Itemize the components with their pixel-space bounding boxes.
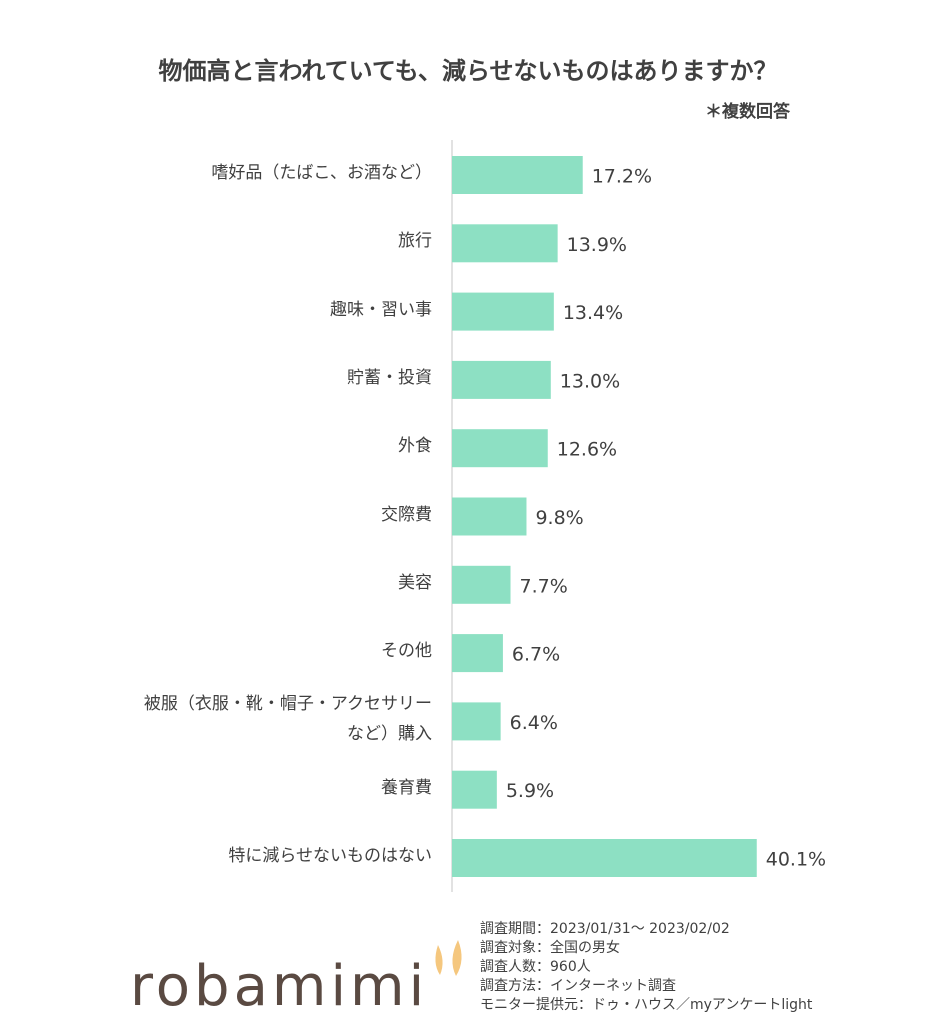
value-label: 13.0%: [560, 370, 620, 392]
bar: [452, 360, 551, 399]
bar: [452, 702, 501, 741]
footer-note: 調査対象：全国の男女: [480, 939, 620, 956]
category-label: 被服（衣服・靴・帽子・アクセサリー など）購入: [143, 694, 432, 745]
category-label: 貯蓄・投資: [347, 367, 432, 388]
logo-ear: [452, 940, 462, 976]
value-label: 40.1%: [766, 849, 826, 871]
bar: [452, 292, 554, 331]
bar: [452, 634, 503, 673]
logo-ear: [435, 945, 443, 975]
bar: [452, 224, 558, 263]
value-label: 12.6%: [557, 439, 617, 461]
category-label: 趣味・習い事: [330, 299, 432, 320]
value-label: 13.4%: [563, 302, 623, 324]
chart-title: 物価高と言われていても、減らせないものはありますか？: [159, 57, 778, 85]
footer-note: 調査期間：2023/01/31～ 2023/02/02: [480, 921, 730, 937]
category-label: 外食: [398, 436, 432, 457]
value-label: 9.8%: [535, 507, 583, 529]
category-label: 特に減らせないものはない: [228, 846, 432, 866]
category-label: 交際費: [381, 504, 432, 525]
category-label: その他: [381, 641, 432, 662]
footer-note: 調査人数：960人: [480, 959, 591, 975]
footer-note: モニター提供元：ドゥ・ハウス／myアンケートlight: [480, 997, 813, 1013]
category-label: 美容: [398, 572, 432, 593]
bar: [452, 497, 527, 536]
bar: [452, 565, 511, 604]
chart-subtitle: ＊複数回答: [705, 101, 791, 122]
category-label: 嗜好品（たばこ、お酒など）: [211, 163, 432, 183]
category-label: 旅行: [398, 231, 432, 252]
value-label: 17.2%: [592, 166, 652, 188]
value-label: 6.4%: [510, 712, 558, 734]
value-label: 6.7%: [512, 644, 560, 666]
logo: robamimi: [130, 954, 428, 1019]
value-label: 7.7%: [520, 575, 568, 597]
bar: [452, 156, 583, 194]
bar: [452, 429, 548, 468]
value-label: 5.9%: [506, 780, 554, 802]
bar: [452, 839, 757, 877]
bar: [452, 770, 497, 809]
category-label: 養育費: [381, 777, 432, 798]
value-label: 13.9%: [567, 234, 627, 256]
footer-note: 調査方法：インターネット調査: [480, 978, 676, 994]
